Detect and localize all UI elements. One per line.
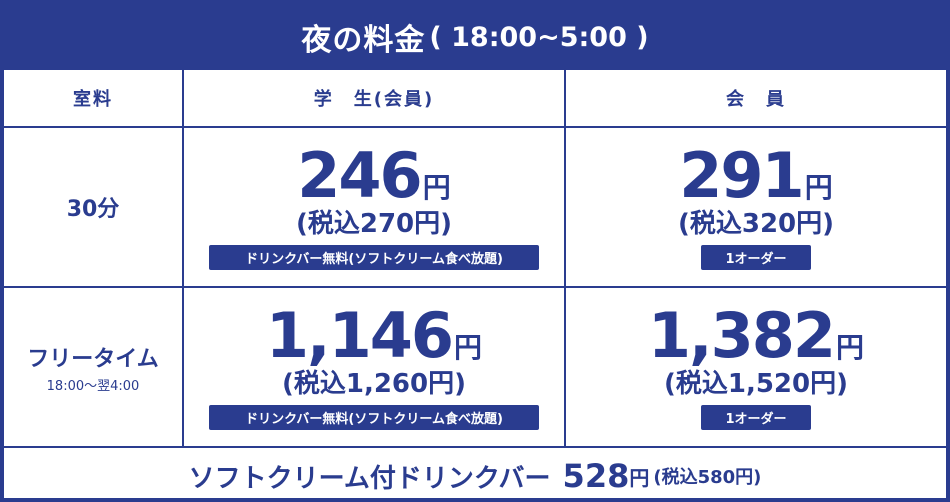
member-price: 291 円 [679, 138, 833, 212]
table-row: 30分 246 円 (税込270円) ドリンクバー無料(ソフトクリーム食べ放題)… [4, 128, 946, 288]
plan-note-badge: 1オーダー [701, 404, 811, 430]
member-price-cell: 1,382 円 (税込1,520円) 1オーダー [566, 288, 946, 446]
price-table: 室料 学 生(会員) 会 員 30分 246 円 (税込270円) ドリンクバー… [4, 70, 946, 448]
price-unit: 円 [454, 330, 483, 364]
student-price: 246 円 [297, 138, 451, 212]
price-value: 246 [297, 138, 422, 212]
tax-included-price: (税込1,520円) [663, 368, 848, 399]
header-room-fee: 室料 [4, 70, 184, 126]
plan-note-badge: ドリンクバー無料(ソフトクリーム食べ放題) [209, 244, 539, 270]
header-member: 会 員 [726, 89, 786, 110]
table-header-row: 室料 学 生(会員) 会 員 [4, 70, 946, 128]
student-price-cell: 1,146 円 (税込1,260円) ドリンクバー無料(ソフトクリーム食べ放題) [184, 288, 566, 446]
plan-label-cell: 30分 [4, 128, 184, 286]
member-price: 1,382 円 [647, 298, 865, 372]
member-price-cell: 291 円 (税込320円) 1オーダー [566, 128, 946, 286]
table-row: フリータイム 18:00～翌4:00 1,146 円 (税込1,260円) ドリ… [4, 288, 946, 448]
plan-name: 30分 [66, 197, 120, 222]
price-unit: 円 [836, 330, 865, 364]
student-price: 1,146 円 [265, 298, 483, 372]
price-value: 1,146 [265, 298, 454, 372]
footer-price: 528 [562, 457, 630, 495]
title-hours: ( 18:00~5:00 ) [429, 21, 649, 53]
footer-drink-bar: ソフトクリーム付ドリンクバー 528 円 (税込580円) [4, 450, 946, 502]
price-unit: 円 [804, 170, 833, 204]
title-bar: 夜の料金 ( 18:00~5:00 ) [4, 4, 946, 70]
student-price-cell: 246 円 (税込270円) ドリンクバー無料(ソフトクリーム食べ放題) [184, 128, 566, 286]
price-value: 1,382 [647, 298, 836, 372]
plan-hours: 18:00～翌4:00 [46, 378, 140, 394]
page-title: 夜の料金 [301, 23, 426, 58]
plan-note-badge: ドリンクバー無料(ソフトクリーム食べ放題) [209, 404, 539, 430]
footer-price-unit: 円 [629, 465, 650, 490]
tax-included-price: (税込270円) [295, 208, 453, 239]
plan-label-cell: フリータイム 18:00～翌4:00 [4, 288, 184, 446]
plan-name: フリータイム [27, 346, 159, 372]
header-student: 学 生(会員) [184, 70, 566, 126]
footer-label: ソフトクリーム付ドリンクバー [188, 463, 551, 494]
footer-tax-included: (税込580円) [653, 467, 762, 488]
tax-included-price: (税込320円) [677, 208, 835, 239]
tax-included-price: (税込1,260円) [281, 368, 466, 399]
price-unit: 円 [422, 170, 451, 204]
price-value: 291 [679, 138, 804, 212]
plan-note-badge: 1オーダー [701, 244, 811, 270]
